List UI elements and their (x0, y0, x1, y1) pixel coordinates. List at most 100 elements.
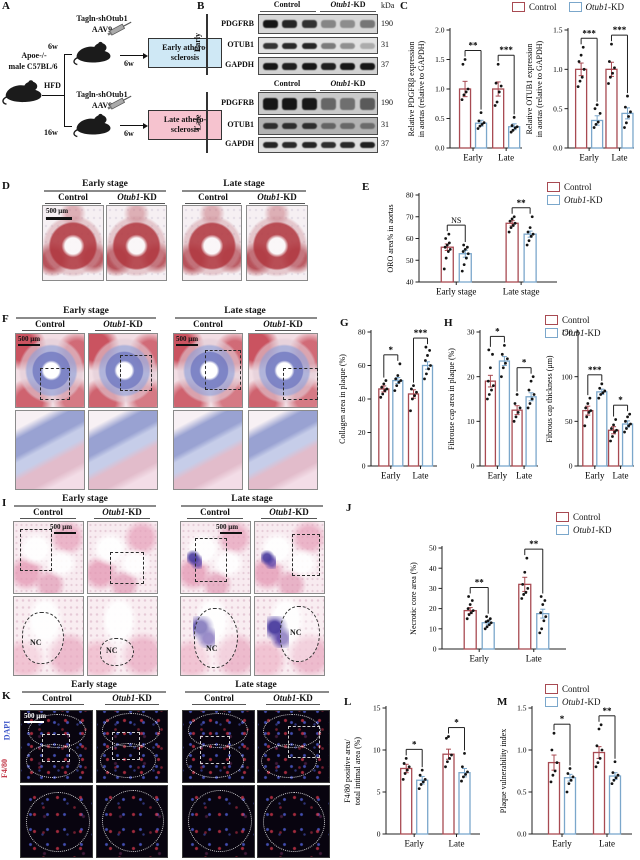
blot-row-label: GAPDH (225, 139, 254, 148)
panel-label-c: C (400, 0, 408, 12)
blot-row-label: OTUB1 (227, 120, 254, 129)
svg-text:in aortas (relative to GAPDH): in aortas (relative to GAPDH) (417, 40, 426, 137)
legend-kd-label: Otub1-KD (585, 2, 625, 12)
col-underline (94, 518, 150, 519)
col-underline (45, 203, 101, 204)
svg-text:Early stage: Early stage (436, 287, 476, 297)
svg-text:15: 15 (373, 704, 381, 713)
legend-control-label: Control (562, 684, 590, 694)
virus-label-bottom: Tagln-shOtub1 (76, 90, 128, 99)
svg-text:NS: NS (451, 216, 461, 225)
arrowhead-top-icon (143, 52, 148, 59)
nc-label: NC (290, 628, 302, 637)
stage-underline (16, 317, 156, 319)
kda-header: kDa (381, 1, 395, 10)
svg-text:1.0: 1.0 (553, 65, 563, 74)
svg-text:40: 40 (358, 395, 366, 404)
svg-text:40: 40 (429, 564, 437, 573)
blot-header-control-late: Control (273, 79, 301, 88)
masson-inset-early-control (15, 410, 85, 490)
scalebar (54, 532, 76, 534)
roi-dashed-box (205, 350, 241, 390)
panel-label-e: E (362, 181, 370, 193)
svg-text:60: 60 (358, 361, 366, 370)
svg-text:Relative PDGFRβ expression: Relative PDGFRβ expression (407, 42, 416, 137)
panel-label-j: J (346, 502, 352, 514)
late-box-line2: sclerosis (170, 125, 200, 134)
masson-image-late-control (173, 333, 243, 408)
scalebar (18, 344, 40, 346)
panel-label-d: D (2, 180, 10, 192)
flow-line-top (64, 54, 72, 56)
scalebar-label: 500 μm (24, 712, 47, 720)
panel-label-h: H (444, 317, 453, 329)
col-underline (187, 518, 243, 519)
svg-text:Early: Early (381, 471, 401, 481)
legend-control-swatch (545, 684, 558, 694)
legend-kd-label: Otub1-KD (562, 328, 601, 338)
stage-header-late: Late stage (235, 680, 277, 690)
top-pre-weeks: 6w (48, 42, 58, 51)
he-image-early-kd (87, 521, 158, 594)
dapi-axis-label: DAPI (2, 720, 12, 741)
roi-dashed-box (42, 734, 70, 762)
blot-strip (258, 117, 378, 135)
col-underline (192, 704, 246, 705)
roi-dashed-box (283, 368, 318, 400)
virus-label-top: Tagln-shOtub1 (76, 14, 128, 23)
panel-label-l: L (344, 696, 352, 708)
svg-text:0.5: 0.5 (517, 788, 527, 797)
svg-text:Late: Late (449, 839, 465, 849)
scalebar (46, 217, 72, 220)
col-header-kd: Otub1-KD (112, 693, 152, 703)
kda-value: 37 (381, 139, 389, 148)
stage-header-early: Early stage (62, 494, 108, 504)
svg-text:Collagen area in plaque (%): Collagen area in plaque (%) (338, 354, 347, 444)
oro-image-early-kd (106, 205, 167, 281)
legend-control-label: Control (562, 315, 590, 325)
necrotic-core-outline (22, 612, 64, 664)
panel-label-b: B (197, 0, 205, 12)
scalebar-label: 500 μm (18, 335, 41, 343)
svg-text:*: * (412, 739, 417, 749)
late-atherosclerosis-box: Late athero- sclerosis (148, 110, 222, 140)
stage-header-early: Early stage (82, 179, 128, 189)
blot-overline (320, 89, 376, 91)
svg-text:**: ** (529, 539, 539, 549)
svg-text:Necrotic core area (%): Necrotic core area (%) (409, 562, 418, 635)
blot-strip (258, 37, 378, 54)
flow-line-bottom (64, 126, 72, 128)
svg-text:*: * (389, 345, 394, 355)
chart-c_otub1: 0.0 0.5 1.0 1.5 Relative OTUB1 expression in … (525, 25, 634, 163)
roi-dashed-box (120, 355, 152, 391)
kda-value: 31 (381, 40, 389, 49)
scalebar-label: 500 μm (46, 207, 69, 215)
legend-control-swatch (556, 512, 569, 522)
col-underline (185, 203, 241, 204)
legend-kd-label: Otub1-KD (562, 697, 601, 707)
scalebar (176, 344, 198, 346)
stage-underline (22, 691, 166, 693)
svg-text:Early: Early (469, 654, 489, 664)
svg-text:0: 0 (377, 830, 381, 839)
svg-text:Early: Early (488, 471, 508, 481)
svg-text:0: 0 (471, 462, 475, 471)
necrotic-core-outline (100, 638, 134, 666)
svg-text:Fibrous cap thickness (μm): Fibrous cap thickness (μm) (545, 355, 554, 443)
roi-dashed-box (292, 534, 320, 576)
masson-image-early-control (15, 333, 85, 408)
roi-dashed-box (110, 552, 144, 584)
svg-text:0.0: 0.0 (435, 144, 445, 153)
svg-text:***: *** (414, 328, 428, 338)
legend-e: Control Otub1-KD (547, 182, 603, 205)
svg-text:1.5: 1.5 (553, 26, 563, 35)
aav9-label-bottom: AAV9 (91, 101, 113, 110)
svg-text:5: 5 (377, 788, 381, 797)
plaque-outline (102, 790, 164, 852)
svg-text:100: 100 (561, 372, 573, 381)
stage-header-early: Early stage (71, 680, 117, 690)
mouse-icon-early (73, 41, 112, 66)
svg-text:50: 50 (429, 544, 437, 553)
stage-underline (14, 505, 156, 507)
svg-text:Late: Late (498, 153, 514, 163)
